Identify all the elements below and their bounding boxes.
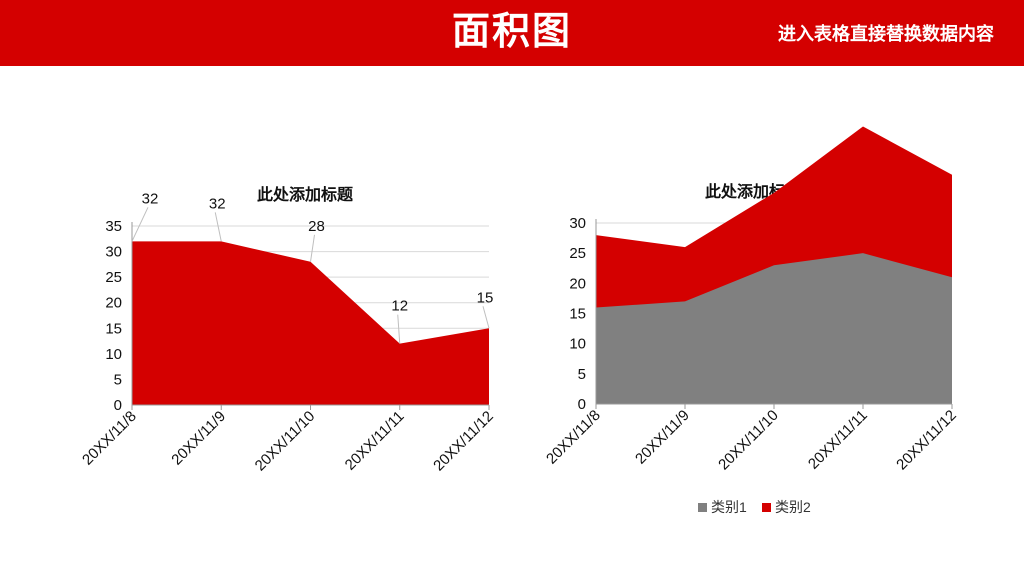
chart-right-legend: 类别1 类别2 [698,499,811,515]
data-label-leader [397,314,401,344]
y-tick-label: 25 [105,269,122,286]
x-tick-label: 20XX/11/10 [252,408,319,475]
legend-label-series-1: 类别1 [711,499,747,515]
y-tick-label: 25 [569,245,586,262]
x-tick-label: 20XX/11/9 [632,407,693,468]
data-label: 28 [308,218,325,235]
x-tick-label: 20XX/11/11 [805,407,871,473]
legend-swatch-series-2 [762,503,771,512]
y-tick-label: 0 [114,397,122,414]
y-tick-label: 30 [569,215,586,232]
x-tick-label: 20XX/11/9 [168,408,229,469]
y-tick-label: 0 [578,396,586,413]
data-label: 12 [391,298,408,315]
x-tick-label: 20XX/11/8 [543,407,604,468]
legend-swatch-series-1 [698,503,707,512]
page-subtitle: 进入表格直接替换数据内容 [778,24,994,44]
data-label-leader [310,234,315,262]
legend-label-series-2: 类别2 [775,499,811,515]
y-tick-label: 10 [569,336,586,353]
area-chart-left: 此处添加标题 0 5 10 15 20 25 30 35 20XX/11/8 20XX/11/9… [79,185,497,474]
area-series-1 [596,253,952,404]
header-bar: 面积图 进入表格直接替换数据内容 [0,0,1024,66]
x-tick-label: 20XX/11/8 [79,408,140,469]
x-tick-label: 20XX/11/12 [430,408,497,475]
chart-right-areas [596,126,952,404]
chart-left-x-tick-labels: 20XX/11/8 20XX/11/9 20XX/11/10 20XX/11/11 20… [79,408,497,475]
y-tick-label: 5 [578,366,586,383]
chart-left-data-labels: 32 32 28 12 15 [131,190,494,344]
charts-canvas: 此处添加标题 0 5 10 15 20 25 30 35 20XX/11/8 20XX/11/9… [79,126,960,515]
x-tick-label: 20XX/11/12 [893,407,960,474]
chart-left-axes [131,222,490,410]
page-title: 面积图 [451,11,572,53]
chart-right-axes [595,219,953,409]
y-tick-label: 20 [105,295,122,312]
data-label: 32 [209,195,226,212]
y-tick-label: 10 [105,346,122,363]
data-label-leader [214,212,222,242]
x-tick-label: 20XX/11/10 [715,407,782,474]
y-tick-label: 5 [114,371,122,388]
y-tick-label: 15 [105,320,122,337]
chart-left-y-tick-labels: 0 5 10 15 20 25 30 35 [105,218,122,414]
chart-left-title: 此处添加标题 [257,185,354,204]
data-label: 32 [142,190,159,207]
x-tick-label: 20XX/11/11 [342,408,408,474]
chart-right-x-tick-labels: 20XX/11/8 20XX/11/9 20XX/11/10 20XX/11/11 20… [543,407,960,474]
y-tick-label: 35 [105,218,122,235]
data-label-leader [131,207,149,242]
data-label-leader [482,306,490,329]
y-tick-label: 20 [569,275,586,292]
data-label: 15 [477,289,494,306]
y-tick-label: 15 [569,306,586,323]
area-series-1 [132,241,489,405]
y-tick-label: 30 [105,244,122,261]
chart-left-areas [132,241,489,405]
chart-right-y-tick-labels: 0 5 10 15 20 25 30 [569,215,586,413]
